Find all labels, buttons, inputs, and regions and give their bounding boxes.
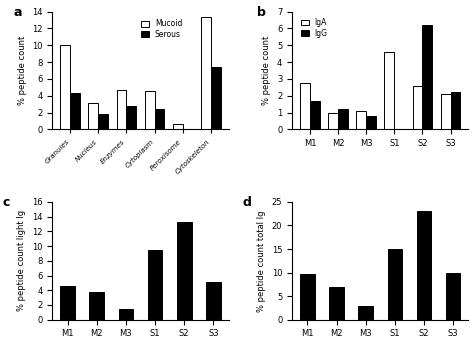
- Bar: [155, 109, 164, 129]
- Bar: [118, 309, 133, 320]
- Bar: [300, 83, 310, 129]
- Text: a: a: [14, 6, 22, 19]
- Bar: [329, 287, 344, 320]
- Bar: [417, 211, 431, 320]
- Bar: [90, 292, 104, 320]
- Bar: [384, 52, 394, 129]
- Bar: [446, 272, 460, 320]
- Y-axis label: % peptide count: % peptide count: [18, 36, 27, 105]
- Legend: IgA, IgG: IgA, IgG: [300, 17, 329, 39]
- Text: c: c: [3, 196, 10, 209]
- Bar: [211, 67, 221, 129]
- Bar: [422, 25, 432, 129]
- Bar: [451, 92, 460, 129]
- Bar: [148, 250, 163, 320]
- Bar: [206, 282, 221, 320]
- Bar: [98, 114, 108, 129]
- Bar: [300, 273, 315, 320]
- Y-axis label: % peptide count total Ig: % peptide count total Ig: [257, 210, 266, 312]
- Bar: [60, 286, 75, 320]
- Y-axis label: % peptide count light Ig: % peptide count light Ig: [18, 210, 27, 311]
- Bar: [358, 305, 373, 320]
- Bar: [127, 106, 136, 129]
- Bar: [388, 249, 402, 320]
- Bar: [412, 86, 422, 129]
- Bar: [89, 103, 98, 129]
- Bar: [177, 222, 191, 320]
- Legend: Mucoid, Serous: Mucoid, Serous: [139, 18, 184, 40]
- Bar: [60, 45, 70, 129]
- Text: b: b: [257, 6, 266, 19]
- Bar: [70, 93, 80, 129]
- Bar: [338, 109, 348, 129]
- Bar: [145, 91, 155, 129]
- Text: d: d: [243, 196, 252, 209]
- Bar: [441, 94, 451, 129]
- Bar: [366, 116, 376, 129]
- Bar: [356, 111, 366, 129]
- Y-axis label: % peptide count: % peptide count: [263, 36, 272, 105]
- Bar: [201, 18, 211, 129]
- Bar: [310, 101, 320, 129]
- Bar: [173, 124, 182, 129]
- Bar: [117, 90, 127, 129]
- Bar: [328, 112, 338, 129]
